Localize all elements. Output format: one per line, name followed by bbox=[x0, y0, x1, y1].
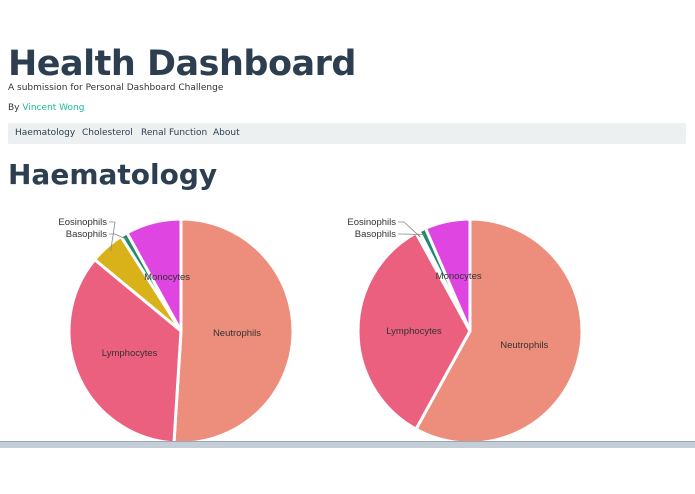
byline-prefix: By bbox=[8, 103, 23, 113]
author-link[interactable]: Vincent Wong bbox=[22, 103, 85, 113]
leader-line-eosinophils bbox=[109, 221, 116, 252]
leader-line-basophils bbox=[109, 233, 128, 240]
navbar: Haematology Cholesterol Renal Function A… bbox=[8, 123, 686, 144]
pie-slice-neutrophils[interactable] bbox=[172, 217, 295, 441]
pie-slice-neutrophils[interactable] bbox=[414, 217, 584, 441]
nav-item-haematology[interactable]: Haematology bbox=[15, 128, 76, 138]
charts-area: Neutrophils Lymphocytes Eosinophils Basophi… bbox=[58, 217, 584, 441]
nav-item-cholesterol[interactable]: Cholesterol bbox=[82, 128, 133, 138]
slice-label-eosinophils: Eosinophils bbox=[347, 217, 396, 228]
slice-label-lymphocytes: Lymphocytes bbox=[102, 348, 158, 359]
slice-label-neutrophils: Neutrophils bbox=[213, 328, 261, 339]
nav-item-renal-function[interactable]: Renal Function bbox=[141, 128, 208, 138]
slice-label-basophils: Basophils bbox=[66, 229, 107, 240]
pie-slice-lymphocytes[interactable] bbox=[67, 257, 183, 441]
subtitle: A submission for Personal Dashboard Chal… bbox=[8, 83, 224, 93]
slice-label-basophils: Basophils bbox=[355, 229, 396, 240]
slice-label-lymphocytes: Lymphocytes bbox=[386, 326, 442, 337]
nav-item-about[interactable]: About bbox=[213, 128, 240, 138]
pie-chart-1: Neutrophils Lymphocytes EosinophilsBasophi… bbox=[58, 217, 295, 441]
horizontal-scrollbar[interactable] bbox=[0, 441, 695, 448]
slice-label-eosinophils: Eosinophils bbox=[58, 217, 107, 228]
pie-slice-monocytes[interactable] bbox=[125, 217, 183, 332]
leader-line-eosinophils bbox=[398, 221, 421, 238]
slice-label-monocytes: Monocytes bbox=[436, 271, 482, 282]
leader-line-basophils bbox=[398, 233, 425, 236]
slice-label-neutrophils: Neutrophils bbox=[500, 340, 548, 351]
pie-chart-2: Neutrophils Lymphocytes EosinophilsBasophi… bbox=[347, 217, 584, 441]
page-title: Health Dashboard bbox=[8, 44, 356, 84]
byline: By Vincent Wong bbox=[8, 103, 84, 113]
section-title: Haematology bbox=[8, 158, 218, 191]
slice-label-monocytes: Monocytes bbox=[144, 272, 190, 283]
pie-slice-monocytes[interactable] bbox=[423, 217, 472, 332]
